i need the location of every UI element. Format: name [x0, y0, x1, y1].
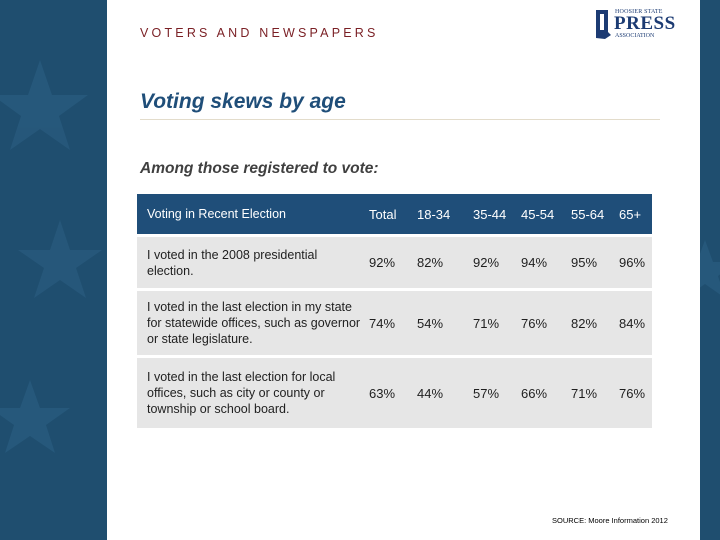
table-cell: 94%: [521, 234, 571, 288]
table-cell: 96%: [619, 234, 652, 288]
table-cell: 76%: [521, 288, 571, 355]
table-cell: 44%: [417, 355, 473, 428]
table-cell: 92%: [473, 234, 521, 288]
table-row: I voted in the last election for local o…: [137, 355, 652, 428]
table-cell: 71%: [473, 288, 521, 355]
slide-title: Voting skews by age: [140, 90, 346, 113]
section-kicker: VOTERS AND NEWSPAPERS: [140, 26, 379, 40]
press-association-logo: HOOSIER STATE PRESS ASSOCIATION: [593, 8, 679, 42]
column-header: 45-54: [521, 194, 571, 234]
slide: VOTERS AND NEWSPAPERS HOOSIER STATE PRES…: [107, 0, 700, 540]
row-label: I voted in the last election for local o…: [137, 355, 369, 428]
table-row-header: Voting in Recent Election: [137, 194, 369, 234]
table-row: I voted in the 2008 presidential electio…: [137, 234, 652, 288]
slide-subtitle: Among those registered to vote:: [140, 160, 379, 177]
table-header-row: Voting in Recent Election Total 18-34 35…: [137, 194, 652, 234]
table-cell: 82%: [571, 288, 619, 355]
table-cell: 95%: [571, 234, 619, 288]
column-header: 18-34: [417, 194, 473, 234]
star-icon: [18, 220, 102, 298]
star-icon: [0, 60, 88, 150]
table-cell: 71%: [571, 355, 619, 428]
column-header: 65+: [619, 194, 652, 234]
table-cell: 63%: [369, 355, 417, 428]
star-icon: [0, 380, 70, 453]
row-label: I voted in the 2008 presidential electio…: [137, 234, 369, 288]
column-header: Total: [369, 194, 417, 234]
logo-top-line: HOOSIER STATE: [615, 9, 663, 15]
table-cell: 84%: [619, 288, 652, 355]
logo-bottom-line: ASSOCIATION: [615, 33, 655, 39]
voting-table: Voting in Recent Election Total 18-34 35…: [137, 194, 652, 428]
table-cell: 66%: [521, 355, 571, 428]
source-note: SOURCE: Moore Information 2012: [552, 516, 668, 525]
table-cell: 76%: [619, 355, 652, 428]
indiana-map-logo-icon: [596, 10, 611, 39]
column-header: 55-64: [571, 194, 619, 234]
table-cell: 82%: [417, 234, 473, 288]
table-cell: 54%: [417, 288, 473, 355]
table-cell: 92%: [369, 234, 417, 288]
logo-main-text: PRESS: [614, 13, 676, 34]
column-header: 35-44: [473, 194, 521, 234]
table-cell: 74%: [369, 288, 417, 355]
row-label: I voted in the last election in my state…: [137, 288, 369, 355]
title-divider: [140, 119, 660, 120]
table-row: I voted in the last election in my state…: [137, 288, 652, 355]
table-cell: 57%: [473, 355, 521, 428]
